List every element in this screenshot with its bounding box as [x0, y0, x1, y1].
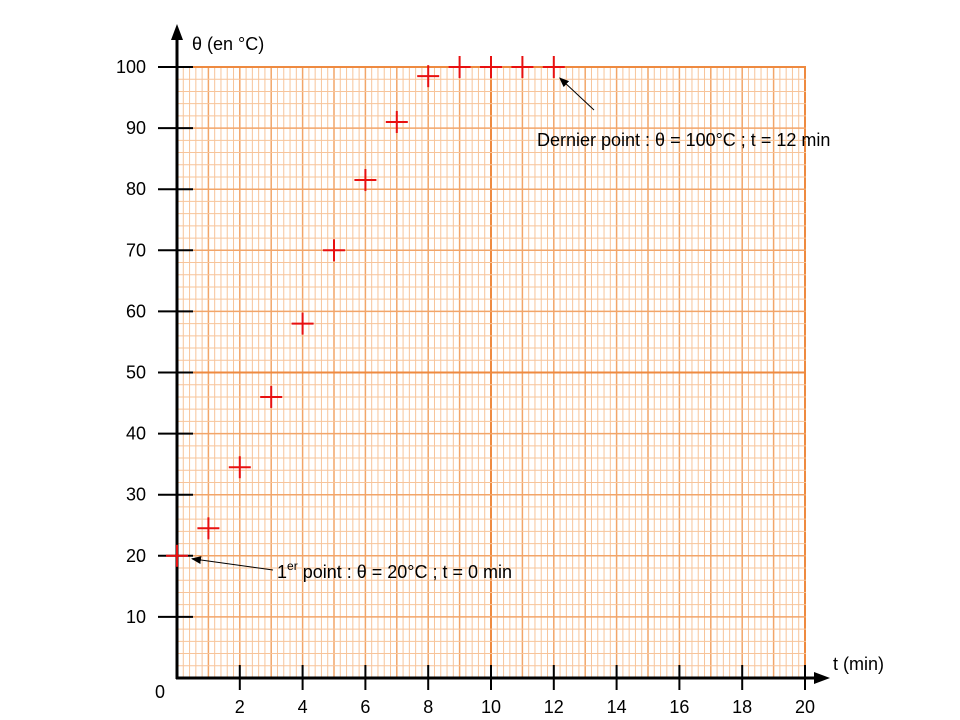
- annotation-first-point-arrow: [191, 556, 274, 571]
- data-point: [480, 56, 502, 78]
- x-tick-label: 2: [235, 697, 245, 717]
- x-tick-label: 18: [732, 697, 752, 717]
- x-tick-label: 4: [298, 697, 308, 717]
- data-point: [511, 56, 534, 78]
- y-axis-title: θ (en °C): [192, 34, 264, 54]
- axes: [171, 24, 830, 684]
- annotation-last-point: Dernier point : θ = 100°C ; t = 12 min: [537, 130, 830, 150]
- data-point: [385, 110, 408, 133]
- origin-label: 0: [155, 682, 165, 702]
- x-tick-label: 8: [423, 697, 433, 717]
- data-point: [197, 517, 220, 540]
- y-tick-label: 80: [126, 179, 146, 199]
- y-tick-label: 10: [126, 607, 146, 627]
- x-axis-arrow: [814, 672, 830, 684]
- x-tick-label: 14: [607, 697, 627, 717]
- y-tick-label: 90: [126, 118, 146, 138]
- y-tick-label: 70: [126, 240, 146, 260]
- data-point: [166, 544, 188, 567]
- data-point: [291, 312, 314, 335]
- x-tick-label: 10: [481, 697, 501, 717]
- annotation-first-prefix: 1: [277, 562, 287, 582]
- data-point: [260, 385, 283, 408]
- data-point: [323, 239, 345, 262]
- y-tick-label: 60: [126, 301, 146, 321]
- x-axis-title: t (min): [833, 654, 884, 674]
- x-tick-label: 12: [544, 697, 564, 717]
- x-tick-label: 16: [669, 697, 689, 717]
- x-tick-label: 20: [795, 697, 815, 717]
- y-tick-label: 50: [126, 363, 146, 383]
- data-point: [354, 169, 377, 192]
- data-point: [228, 456, 251, 479]
- data-points: [166, 56, 565, 567]
- data-point: [417, 65, 440, 88]
- annotations: 1er point : θ = 20°C ; t = 0 min Dernier…: [191, 77, 830, 582]
- annotation-first-sup: er: [287, 559, 298, 573]
- data-point: [448, 56, 471, 78]
- data-point: [542, 56, 565, 78]
- y-tick-label: 30: [126, 485, 146, 505]
- annotation-last-point-arrow: [559, 77, 595, 111]
- x-tick-label: 6: [360, 697, 370, 717]
- y-tick-label: 100: [116, 57, 146, 77]
- annotation-first-rest: point : θ = 20°C ; t = 0 min: [298, 562, 512, 582]
- y-tick-label: 40: [126, 424, 146, 444]
- annotation-first-point: 1er point : θ = 20°C ; t = 0 min: [277, 559, 512, 582]
- grid: [176, 66, 806, 679]
- y-axis-arrow: [171, 24, 183, 40]
- y-tick-label: 20: [126, 546, 146, 566]
